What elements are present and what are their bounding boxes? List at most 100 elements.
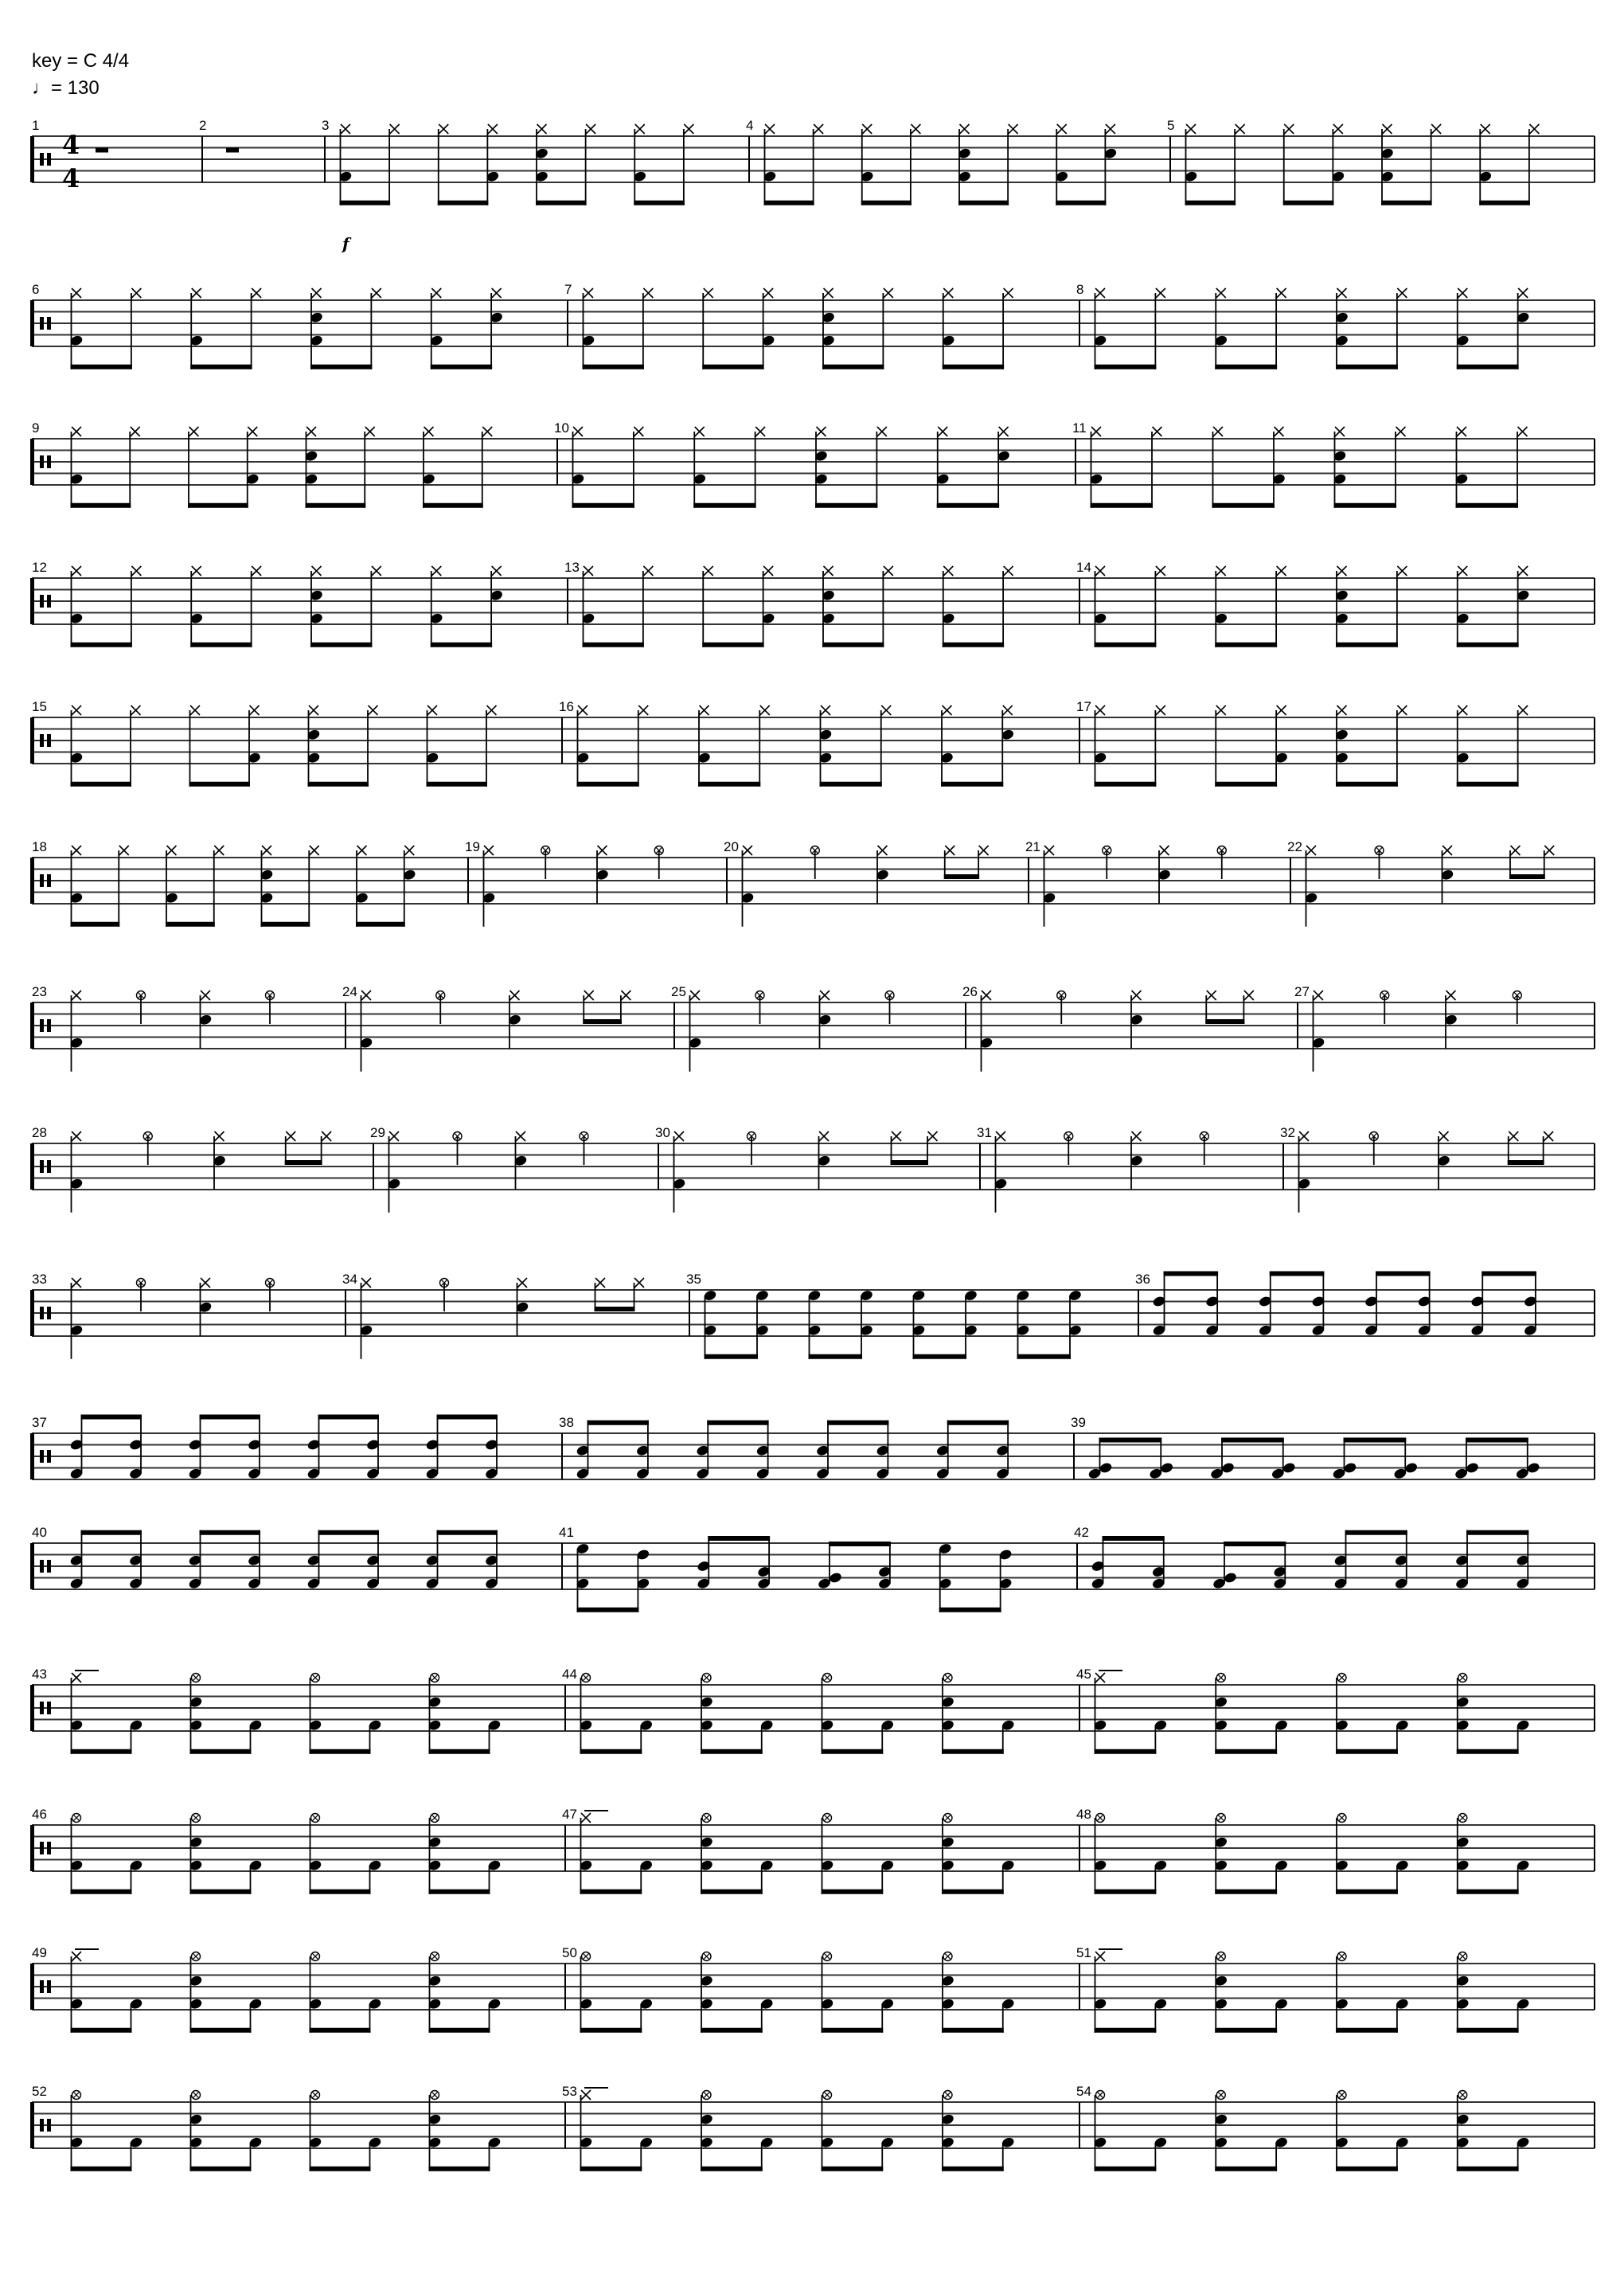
notehead-s bbox=[997, 451, 1009, 461]
hihat-x-notehead bbox=[1130, 990, 1142, 1001]
hihat-x-notehead bbox=[1095, 565, 1106, 576]
notehead-k bbox=[1333, 1468, 1345, 1479]
percussion-clef-icon bbox=[47, 1019, 51, 1032]
notehead-k bbox=[309, 1860, 322, 1870]
notehead-s bbox=[822, 312, 834, 322]
notehead-k bbox=[70, 1038, 83, 1048]
notehead-k bbox=[958, 171, 970, 182]
notehead-t2 bbox=[70, 1440, 83, 1450]
notehead-k bbox=[881, 1860, 894, 1870]
quarter-note bbox=[1199, 1131, 1209, 1165]
notehead-k bbox=[1517, 1860, 1529, 1870]
cymbal-circle-x-notehead bbox=[310, 1672, 321, 1683]
notehead-s bbox=[697, 1445, 709, 1456]
cymbal-circle-x-notehead bbox=[71, 2089, 82, 2100]
system-9: 33 34 35 36 bbox=[30, 1271, 1595, 1359]
notehead-k bbox=[189, 1860, 202, 1870]
beam bbox=[821, 2166, 884, 2171]
notehead-k bbox=[1395, 1578, 1407, 1589]
beam bbox=[436, 1414, 498, 1420]
notehead-s bbox=[310, 590, 322, 600]
notehead-k bbox=[1336, 2137, 1348, 2147]
beamed-eighth-pair bbox=[1456, 705, 1528, 787]
beamed-eighth-pair bbox=[70, 705, 142, 787]
hihat-x-notehead bbox=[1276, 287, 1287, 299]
quarter-note bbox=[1380, 990, 1390, 1024]
hihat-x-notehead bbox=[285, 1131, 296, 1142]
hihat-x-notehead bbox=[371, 287, 382, 299]
hihat-x-notehead bbox=[815, 426, 827, 437]
beam bbox=[1215, 1889, 1278, 1894]
beam bbox=[166, 921, 215, 927]
cymbal-cross bbox=[703, 2091, 710, 2099]
beamed-eighth-pair bbox=[1094, 2089, 1167, 2171]
measure-number: 43 bbox=[32, 1667, 47, 1682]
hihat-x-notehead bbox=[1130, 1131, 1142, 1142]
beamed-eighth-pair bbox=[582, 287, 654, 369]
notehead-k bbox=[189, 1999, 202, 2009]
quarter-note bbox=[980, 990, 993, 1072]
beam bbox=[936, 502, 1000, 508]
hihat-x-notehead bbox=[71, 1277, 82, 1288]
cymbal-circle-x-notehead bbox=[1337, 1951, 1347, 1962]
system-start-barline bbox=[30, 2102, 34, 2148]
hihat-x-notehead bbox=[1456, 426, 1467, 437]
notehead-k bbox=[70, 2137, 83, 2147]
cymbal-circle-x-notehead bbox=[1216, 1672, 1226, 1683]
notehead-t2 bbox=[1206, 1296, 1218, 1307]
notehead-k bbox=[576, 752, 589, 763]
cymbal-circle-x-notehead bbox=[822, 1951, 833, 1962]
notehead-s bbox=[260, 869, 273, 880]
hihat-x-notehead bbox=[404, 845, 415, 856]
beamed-eighth-pair bbox=[1088, 1437, 1173, 1479]
measure-36: 36 bbox=[1135, 1271, 1595, 1336]
beamed-eighth-pair bbox=[701, 1951, 773, 2033]
beamed-eighth-pair bbox=[582, 565, 654, 647]
cymbal-circle-x-notehead bbox=[310, 1951, 321, 1962]
beamed-eighth-pair bbox=[1056, 123, 1117, 205]
percussion-clef-icon bbox=[40, 1842, 44, 1854]
quarter-note bbox=[579, 1131, 589, 1165]
crash-notehead bbox=[580, 2089, 591, 2100]
notehead-k bbox=[1215, 1720, 1228, 1730]
notehead-s2 bbox=[1091, 1561, 1104, 1571]
quarter-note bbox=[1130, 990, 1142, 1049]
beam bbox=[70, 781, 131, 787]
hihat-x-notehead bbox=[486, 705, 498, 716]
notehead-k bbox=[1275, 752, 1287, 763]
hihat-x-notehead bbox=[880, 705, 892, 716]
quarter-note bbox=[1305, 845, 1318, 927]
hihat-x-notehead bbox=[673, 1131, 685, 1142]
notehead-k bbox=[70, 613, 83, 623]
notehead-s bbox=[818, 1014, 831, 1025]
measure-number: 4 bbox=[746, 118, 753, 133]
notehead-k bbox=[130, 1999, 142, 2009]
notehead-s bbox=[490, 590, 502, 600]
hihat-x-notehead bbox=[694, 426, 705, 437]
notehead-s bbox=[189, 1555, 201, 1565]
notehead-s bbox=[490, 312, 502, 322]
notehead-s bbox=[516, 1302, 529, 1312]
notehead-k bbox=[818, 1578, 830, 1589]
beamed-eighth-pair bbox=[1333, 1437, 1418, 1479]
notehead-k bbox=[486, 1468, 498, 1479]
notehead-k bbox=[1517, 1720, 1529, 1730]
measure-number: 29 bbox=[370, 1125, 385, 1140]
notehead-k bbox=[640, 2137, 653, 2147]
beamed-eighth-pair bbox=[815, 426, 888, 508]
beamed-eighth-pair bbox=[1215, 1812, 1287, 1894]
measure-3: 3f bbox=[322, 118, 750, 253]
notehead-t4 bbox=[1152, 1567, 1165, 1577]
measure-41: 41 bbox=[559, 1525, 1078, 1612]
hihat-x-notehead bbox=[981, 990, 992, 1001]
notehead-k bbox=[426, 1578, 439, 1589]
notehead-k bbox=[249, 1720, 262, 1730]
notehead-s bbox=[1456, 1975, 1469, 1986]
cymbal-circle-x-notehead bbox=[71, 1812, 82, 1823]
quarter-note bbox=[213, 1131, 225, 1190]
notehead-k bbox=[130, 1578, 142, 1589]
measure-44: 44 bbox=[562, 1667, 1080, 1754]
hihat-x-notehead bbox=[1508, 1131, 1519, 1142]
notehead-k bbox=[1332, 171, 1345, 182]
notehead-k bbox=[488, 2137, 501, 2147]
